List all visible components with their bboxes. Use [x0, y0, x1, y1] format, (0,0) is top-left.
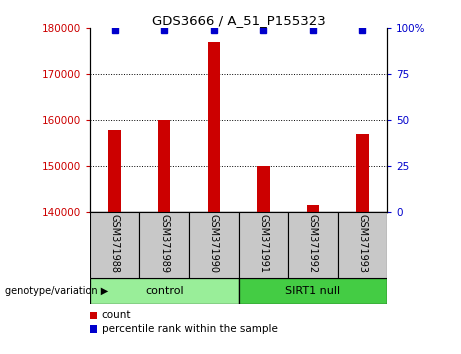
Bar	[90, 278, 239, 304]
Bar	[307, 205, 319, 212]
Text: control: control	[145, 286, 183, 296]
Text: GSM371988: GSM371988	[110, 215, 120, 273]
Bar	[139, 212, 189, 278]
Text: count: count	[101, 310, 131, 320]
Bar	[257, 166, 270, 212]
Bar	[288, 212, 337, 278]
Text: GSM371990: GSM371990	[209, 215, 219, 273]
Bar	[189, 212, 239, 278]
Bar	[337, 212, 387, 278]
Text: GSM371992: GSM371992	[308, 215, 318, 274]
Text: GSM371991: GSM371991	[258, 215, 268, 273]
Text: GSM371989: GSM371989	[159, 215, 169, 273]
Bar	[239, 278, 387, 304]
Text: SIRT1 null: SIRT1 null	[285, 286, 341, 296]
Text: percentile rank within the sample: percentile rank within the sample	[101, 324, 278, 334]
Bar	[90, 212, 139, 278]
Text: genotype/variation ▶: genotype/variation ▶	[5, 286, 108, 296]
Bar	[356, 134, 369, 212]
Text: GSM371993: GSM371993	[357, 215, 367, 273]
Title: GDS3666 / A_51_P155323: GDS3666 / A_51_P155323	[152, 14, 325, 27]
Bar	[207, 42, 220, 212]
Bar	[158, 120, 171, 212]
Bar	[108, 130, 121, 212]
Bar	[239, 212, 288, 278]
